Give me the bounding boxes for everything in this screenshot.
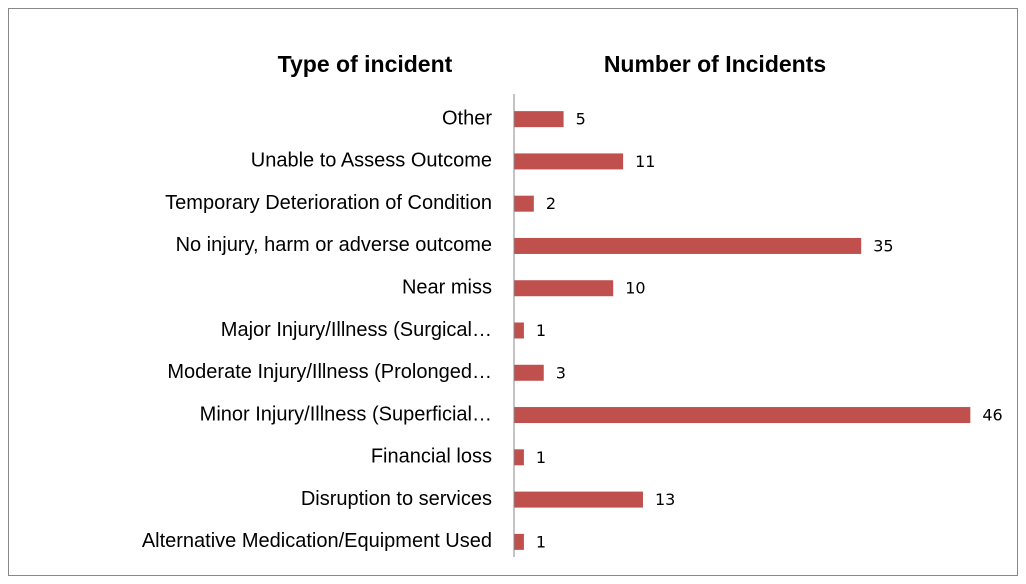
y-tick-label: Moderate Injury/Illness (Prolonged…	[167, 361, 492, 383]
y-tick-label: Other	[442, 107, 492, 129]
data-label: 1	[536, 532, 546, 551]
bar	[514, 491, 643, 508]
bar	[514, 533, 524, 550]
bar	[514, 153, 624, 170]
y-tick-label: Unable to Assess Outcome	[251, 150, 492, 172]
data-label: 46	[982, 406, 1002, 425]
data-label: 3	[556, 363, 566, 382]
bar	[514, 111, 564, 128]
bar	[514, 280, 614, 297]
data-label: 13	[655, 490, 675, 509]
category-header: Type of incident	[278, 51, 453, 77]
data-label: 1	[536, 321, 546, 340]
chart-frame	[8, 8, 1018, 576]
data-label: 2	[546, 194, 556, 213]
bar	[514, 195, 534, 212]
data-label: 5	[576, 110, 586, 129]
data-label: 11	[635, 152, 655, 171]
chart-title: Number of Incidents	[604, 51, 826, 77]
bar	[514, 449, 524, 466]
data-label: 35	[873, 236, 893, 255]
y-tick-label: No injury, harm or adverse outcome	[176, 234, 492, 256]
bar	[514, 322, 524, 339]
y-tick-label: Near miss	[402, 277, 492, 299]
data-label: 10	[625, 279, 645, 298]
bar	[514, 237, 862, 254]
y-tick-label: Minor Injury/Illness (Superficial…	[200, 403, 492, 425]
y-tick-label: Disruption to services	[301, 488, 492, 510]
y-tick-label: Temporary Deterioration of Condition	[165, 192, 492, 214]
y-tick-label: Major Injury/Illness (Surgical…	[221, 319, 492, 341]
data-label: 1	[536, 448, 546, 467]
bar	[514, 407, 971, 424]
bar	[514, 364, 544, 381]
y-tick-label: Financial loss	[371, 446, 492, 468]
y-tick-label: Alternative Medication/Equipment Used	[142, 530, 492, 552]
